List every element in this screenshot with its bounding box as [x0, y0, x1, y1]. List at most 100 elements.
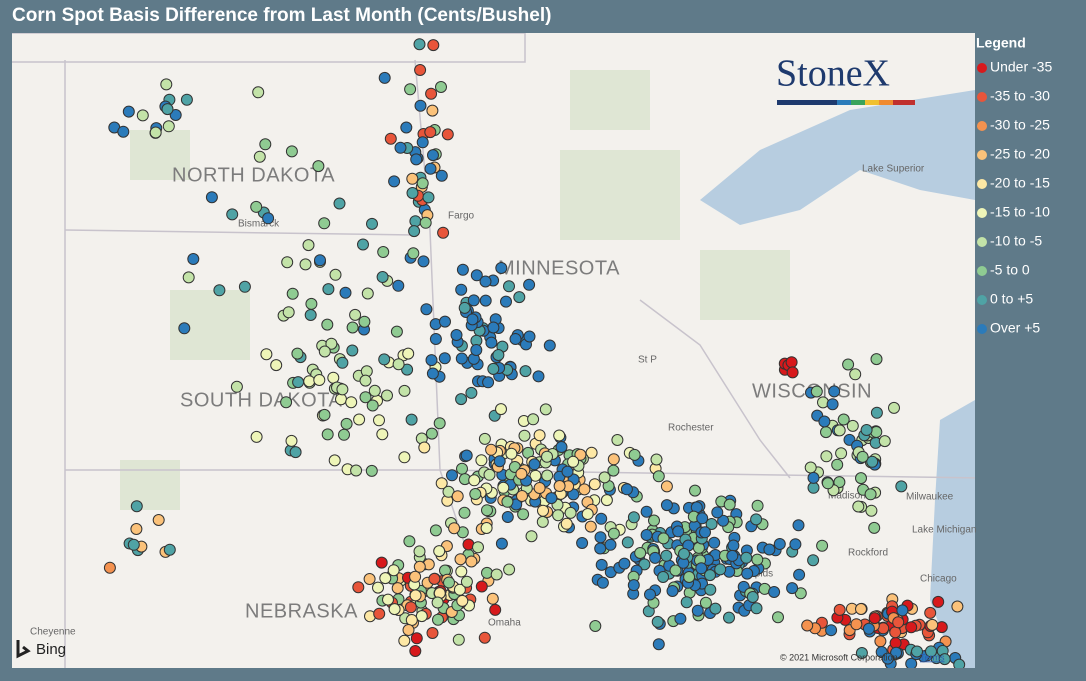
legend-swatch[interactable] [977, 324, 987, 334]
land-patches [120, 70, 790, 510]
station-dot [772, 611, 784, 624]
station-dot [810, 385, 823, 398]
state-label: NORTH DAKOTA [172, 164, 335, 186]
legend-swatch[interactable] [977, 237, 987, 247]
legend-label[interactable]: Over +5 [990, 320, 1040, 336]
legend-swatch[interactable] [977, 295, 987, 305]
station-dot [837, 413, 850, 426]
station-dot [428, 572, 441, 585]
station-dot [404, 83, 417, 96]
station-dot [414, 64, 427, 76]
station-dot [864, 488, 877, 501]
legend-label[interactable]: -10 to -5 [990, 233, 1042, 249]
station-dot [711, 506, 724, 519]
station-dot [505, 447, 518, 460]
station-dot [709, 602, 722, 615]
station-dot [425, 427, 438, 440]
place-label: Milwaukee [906, 492, 954, 503]
terms-link[interactable]: Terms [920, 652, 945, 662]
station-dot [366, 217, 378, 230]
station-dot [607, 527, 620, 540]
station-dot [481, 566, 493, 579]
station-dot [793, 568, 806, 581]
station-dot [475, 580, 488, 593]
station-dot [866, 455, 879, 468]
legend-label[interactable]: -20 to -15 [990, 175, 1050, 191]
station-dot [523, 278, 536, 291]
legend-swatch[interactable] [977, 266, 987, 276]
station-dot [312, 160, 325, 173]
station-dot [299, 258, 312, 271]
legend: Under -35 -35 to -30 -30 to -25 -25 to -20 -… [977, 59, 1052, 336]
legend-title: Legend [976, 35, 1026, 51]
legend-swatch[interactable] [977, 150, 987, 160]
station-dot [533, 429, 546, 442]
station-dot [490, 568, 503, 581]
station-dot [282, 306, 295, 319]
legend-swatch[interactable] [977, 63, 987, 73]
station-dot [230, 380, 243, 393]
station-dot [398, 634, 411, 647]
legend-label[interactable]: -35 to -30 [990, 88, 1050, 104]
station-dot [289, 446, 302, 459]
station-dot [450, 329, 463, 341]
station-dot [378, 353, 391, 366]
legend-label[interactable]: -15 to -10 [990, 204, 1050, 220]
legend-label[interactable]: 0 to +5 [990, 291, 1033, 307]
station-dot [889, 626, 902, 639]
station-dot [634, 547, 647, 559]
station-dot [648, 514, 660, 527]
station-dot [833, 476, 846, 489]
legend-label[interactable]: -25 to -20 [990, 146, 1050, 162]
station-dot [525, 530, 538, 543]
station-dot [416, 136, 429, 149]
station-dot [691, 604, 704, 617]
station-dot [451, 490, 464, 503]
station-dot [726, 549, 739, 562]
legend-label[interactable]: -5 to 0 [990, 262, 1030, 278]
station-dot [454, 553, 467, 566]
station-dot [414, 99, 427, 112]
station-dot [361, 287, 374, 300]
legend-swatch[interactable] [977, 121, 987, 131]
station-dot [482, 376, 495, 389]
station-dot [469, 488, 482, 500]
station-dot [699, 526, 711, 539]
station-dot [465, 386, 478, 399]
station-dot [285, 434, 298, 447]
station-dot [378, 71, 391, 84]
station-dot [420, 303, 433, 316]
legend-label[interactable]: Under -35 [990, 59, 1052, 75]
station-dot [458, 506, 471, 519]
station-dot [650, 453, 663, 466]
station-dot [584, 520, 597, 533]
station-dot [357, 238, 369, 251]
legend-swatch[interactable] [977, 179, 987, 189]
station-dot [329, 268, 342, 281]
station-dot [384, 132, 397, 145]
station-dot [855, 647, 868, 659]
station-dot [500, 295, 512, 308]
bing-label: Bing [36, 641, 66, 658]
station-dot [382, 593, 394, 606]
station-dot [541, 450, 553, 463]
station-dot [417, 255, 430, 268]
station-dot [820, 426, 832, 439]
station-dot [388, 175, 401, 188]
station-dot [704, 583, 717, 596]
legend-swatch[interactable] [977, 208, 987, 218]
station-dot [479, 275, 492, 288]
station-dot [305, 297, 318, 310]
legend-swatch[interactable] [977, 92, 987, 102]
station-dot [314, 254, 326, 267]
station-dot [888, 401, 900, 414]
station-dot [553, 480, 566, 492]
station-dot [404, 601, 417, 614]
station-dot [833, 603, 846, 616]
station-dot [427, 149, 439, 162]
station-dot [366, 399, 379, 412]
station-dot [621, 536, 634, 549]
station-dot [213, 284, 226, 297]
station-dot [398, 384, 411, 397]
legend-label[interactable]: -30 to -25 [990, 117, 1050, 133]
